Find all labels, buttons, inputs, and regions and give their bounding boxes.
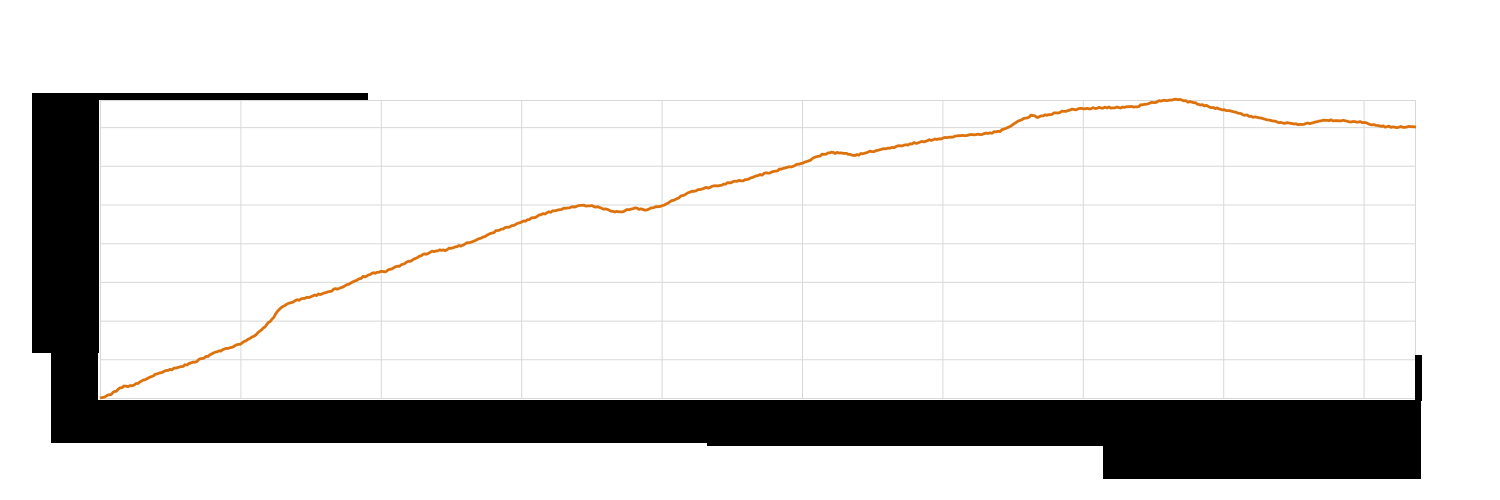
- redacted-bottom-band-a: [51, 400, 708, 443]
- redacted-left-column: [32, 93, 99, 353]
- plot-area: [100, 100, 1416, 399]
- redacted-bottom-band-c: [1103, 400, 1421, 479]
- redacted-right-sliver: [1415, 355, 1422, 401]
- redacted-bottom-band-b: [707, 400, 1103, 446]
- redacted-top-bar: [32, 93, 368, 100]
- series-orange-line: [99, 97, 1417, 400]
- plot-border: [100, 100, 1416, 399]
- redacted-left-column-low: [51, 350, 98, 402]
